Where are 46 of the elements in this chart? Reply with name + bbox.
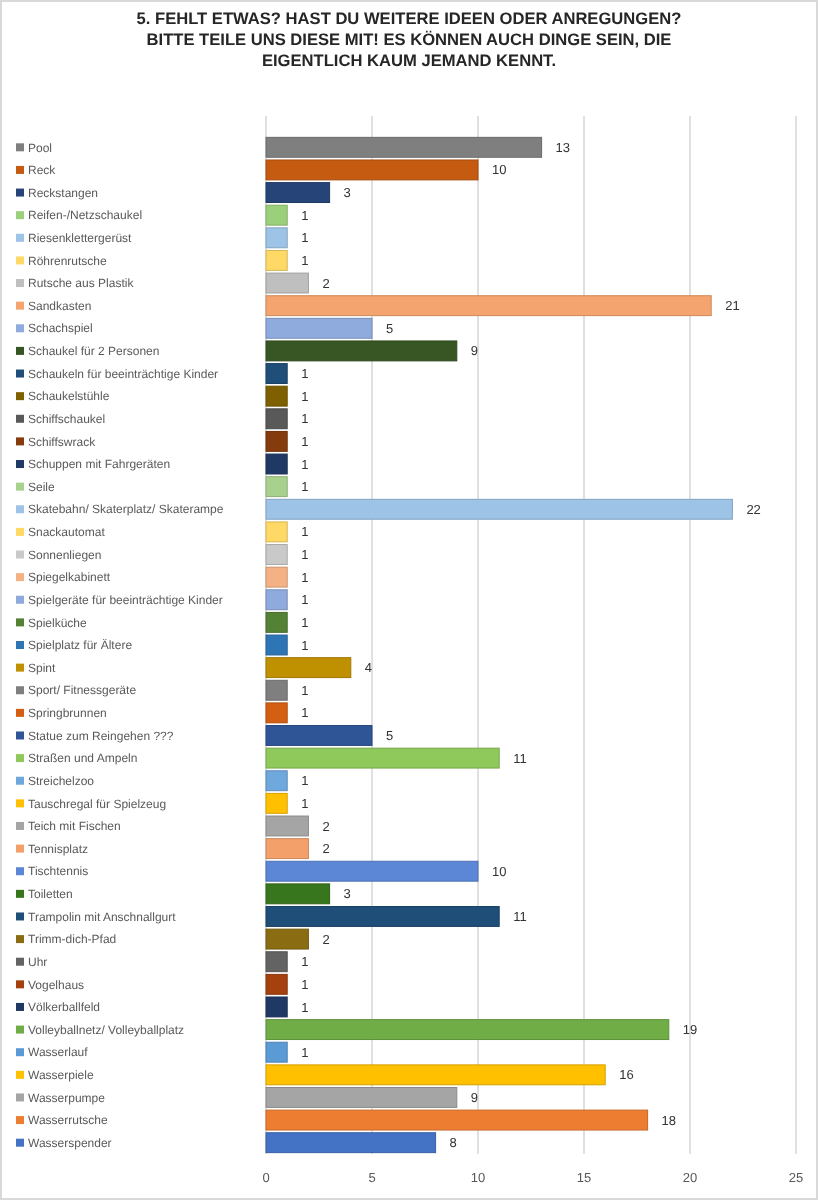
bar — [265, 611, 288, 633]
bar — [265, 770, 288, 792]
bar — [265, 295, 712, 317]
bar — [265, 1109, 649, 1131]
bar — [265, 136, 543, 158]
bar — [265, 453, 288, 475]
bar — [265, 182, 331, 204]
bar — [265, 702, 288, 724]
bar — [265, 951, 288, 973]
bar — [265, 634, 288, 656]
bar — [265, 476, 288, 498]
bar — [265, 747, 500, 769]
bar — [265, 227, 288, 249]
bar — [265, 906, 500, 927]
bar — [265, 159, 479, 181]
bar — [265, 363, 288, 384]
bar — [265, 973, 288, 995]
bar — [265, 521, 288, 543]
bar — [265, 1041, 288, 1063]
bar — [265, 249, 288, 271]
bar — [265, 838, 309, 860]
bar — [265, 860, 479, 882]
bar — [265, 544, 288, 565]
bar — [265, 996, 288, 1018]
bar — [265, 566, 288, 588]
bar — [265, 430, 288, 452]
bar — [265, 1132, 437, 1154]
bar — [265, 883, 331, 905]
bar — [265, 1019, 670, 1041]
bar — [265, 408, 288, 430]
bar — [265, 204, 288, 226]
bar — [265, 272, 309, 294]
bar — [265, 1064, 606, 1086]
bar — [265, 928, 309, 950]
bar — [265, 1086, 458, 1108]
bar — [265, 657, 352, 679]
bar — [265, 340, 458, 362]
bar — [265, 725, 373, 746]
bar — [265, 317, 373, 339]
bar — [265, 815, 309, 837]
bar — [265, 589, 288, 611]
bar — [265, 385, 288, 407]
bar — [265, 498, 733, 520]
bar — [265, 679, 288, 701]
chart-title: 5. FEHLT ETWAS? HAST DU WEITERE IDEEN ODER ANREGUNGEN? BITTE TEILE UNS DIESE MIT! ES KÖNNEN AUCH DINGE SEIN, DIE EIGENTLICH KAUM JEMAND KENNT. — [136, 8, 682, 70]
bar — [265, 792, 288, 814]
